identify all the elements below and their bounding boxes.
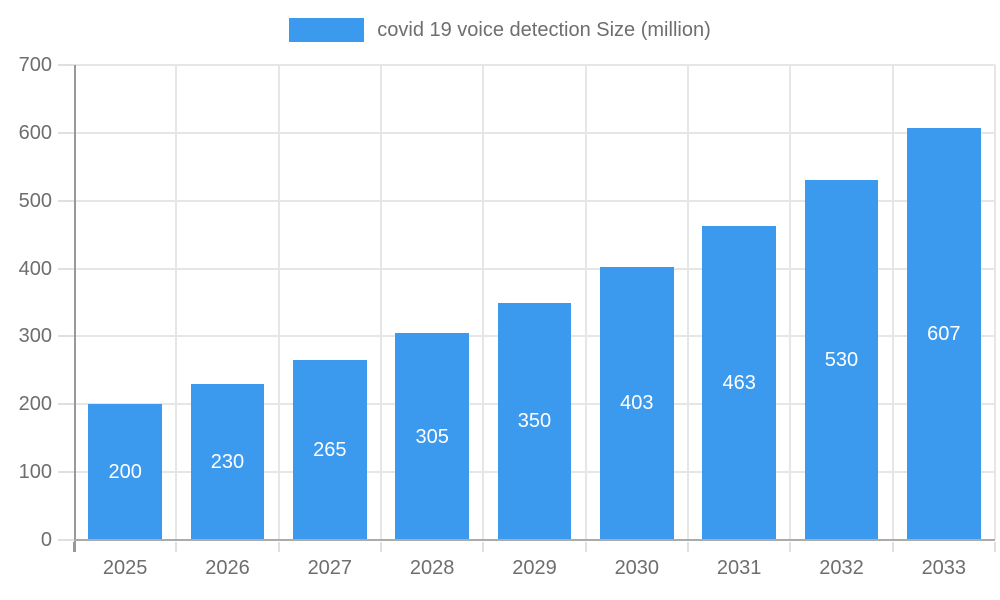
y-tick-mark — [58, 403, 74, 406]
bar: 200 — [88, 404, 162, 540]
plot-area: 200 230 265 305 350 403 463 530 607 — [58, 64, 996, 552]
bar-value-label: 305 — [415, 425, 449, 448]
y-tick-label: 400 — [18, 257, 52, 280]
bar: 607 — [906, 128, 981, 540]
y-tick-mark — [58, 335, 74, 338]
bar-value-label: 265 — [313, 439, 347, 462]
y-tick-mark — [58, 199, 74, 202]
x-tick-mark — [584, 542, 587, 552]
v-gridline — [891, 65, 894, 540]
bar-value-label: 463 — [722, 371, 756, 394]
x-axis-line — [74, 539, 995, 541]
bar-value-label: 200 — [108, 461, 142, 484]
bar: 530 — [804, 180, 879, 540]
y-axis-labels: 0 100 200 300 400 500 600 700 — [0, 55, 52, 550]
bar-value-label: 607 — [927, 323, 961, 346]
bar-value-label: 530 — [824, 349, 859, 372]
x-tick-mark — [379, 542, 382, 552]
x-tick-label: 2029 — [512, 557, 557, 579]
v-gridline — [789, 65, 792, 540]
bar: 230 — [190, 383, 265, 540]
y-tick-mark — [58, 267, 74, 270]
v-gridline — [584, 65, 587, 540]
v-gridline — [482, 65, 485, 540]
bar: 350 — [497, 302, 572, 540]
y-tick-label: 200 — [18, 393, 52, 416]
v-gridline — [994, 65, 996, 540]
bar: 305 — [395, 333, 469, 540]
x-tick-label: 2033 — [921, 557, 967, 579]
y-tick-mark — [58, 471, 74, 474]
y-tick-mark — [58, 64, 74, 66]
h-gridline — [74, 131, 995, 134]
v-gridline — [379, 65, 382, 540]
x-tick-label: 2032 — [819, 557, 864, 579]
v-gridline — [277, 65, 280, 540]
x-tick-label: 2027 — [307, 557, 353, 579]
x-tick-mark — [277, 542, 280, 552]
legend-item[interactable]: covid 19 voice detection Size (million) — [0, 18, 1000, 42]
x-tick-mark — [482, 542, 485, 552]
bar: 265 — [292, 360, 367, 540]
bar: 403 — [599, 266, 674, 540]
x-tick-label: 2030 — [614, 557, 660, 579]
y-tick-label: 0 — [40, 529, 52, 551]
x-tick-mark — [994, 542, 996, 552]
y-tick-label: 600 — [18, 121, 52, 144]
v-gridline — [175, 65, 178, 540]
x-tick-label: 2031 — [716, 557, 762, 579]
v-gridline — [686, 65, 689, 540]
x-tick-mark — [175, 542, 178, 552]
bar: 463 — [702, 225, 776, 540]
bar-value-label: 350 — [517, 410, 552, 433]
x-tick-label: 2025 — [102, 557, 148, 579]
legend-swatch — [289, 18, 365, 42]
y-tick-label: 300 — [18, 325, 52, 348]
x-tick-label: 2026 — [205, 557, 250, 579]
x-axis-labels: 2025 2026 2027 2028 2029 2030 2031 2032 2033 — [74, 553, 995, 583]
y-tick-label: 100 — [18, 461, 52, 484]
x-tick-mark — [686, 542, 689, 552]
x-tick-label: 2028 — [409, 557, 455, 579]
y-tick-label: 700 — [18, 54, 52, 76]
y-axis-line — [74, 65, 76, 552]
bar-value-label: 230 — [210, 450, 245, 473]
h-gridline — [74, 64, 995, 66]
legend-label: covid 19 voice detection Size (million) — [377, 19, 711, 41]
bar-value-label: 403 — [620, 392, 654, 415]
x-tick-mark — [789, 542, 792, 552]
y-tick-label: 500 — [18, 189, 52, 212]
h-gridline — [74, 267, 995, 270]
y-tick-mark — [58, 131, 74, 134]
h-gridline — [74, 199, 995, 202]
x-tick-mark — [891, 542, 894, 552]
y-tick-mark — [58, 539, 74, 541]
